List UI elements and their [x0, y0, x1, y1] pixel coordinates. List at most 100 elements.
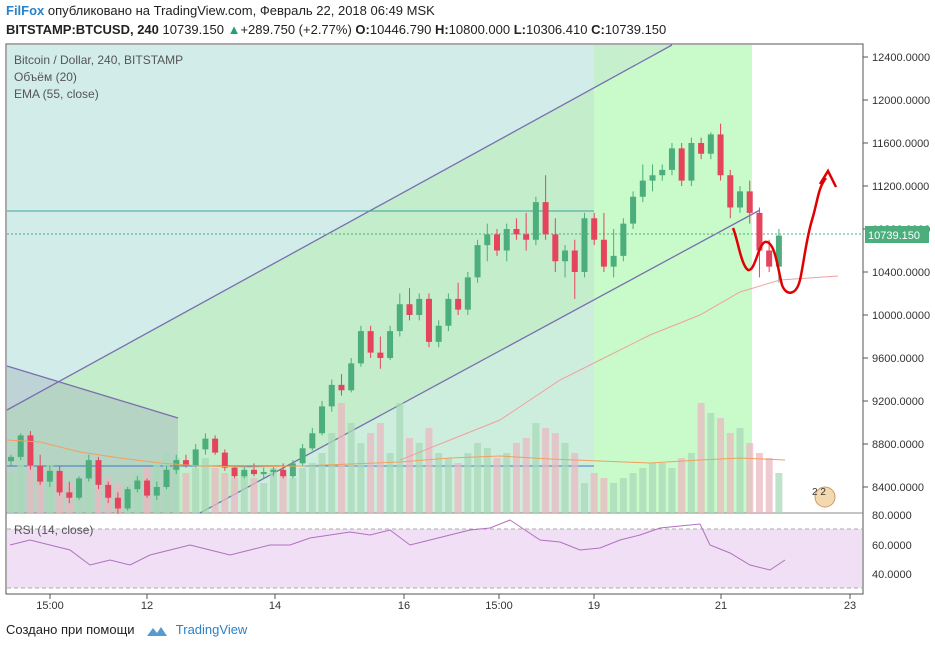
volume-bar [755, 453, 763, 513]
time-label: 15:00 [485, 600, 513, 612]
candle-body [494, 234, 500, 251]
volume-bar [328, 433, 336, 513]
ema-line [399, 275, 839, 461]
time-label: 14 [269, 600, 281, 612]
candle-body [76, 478, 83, 498]
candle-body [173, 460, 180, 470]
candle-body [552, 234, 559, 262]
time-label: 19 [588, 600, 600, 612]
author-brand[interactable]: FilFox [6, 3, 45, 18]
high-label: H: [434, 22, 449, 37]
candle-body [299, 448, 306, 464]
tradingview-link[interactable]: TradingView [175, 622, 248, 637]
candle-body [17, 435, 24, 457]
candle-body [124, 489, 131, 509]
volume-bar [289, 478, 297, 513]
candle-body [474, 245, 481, 278]
volume-bar [464, 453, 472, 513]
candle-body [581, 218, 588, 272]
created-with: Создано при помощи [6, 622, 135, 637]
candle-body [114, 497, 121, 509]
time-label: 16 [398, 600, 410, 612]
published-text: опубликовано на TradingView.com, Февраль… [47, 3, 435, 18]
volume-bar [133, 473, 141, 513]
time-label: 23 [844, 600, 856, 612]
volume-bar [658, 463, 666, 513]
time-label: 21 [715, 600, 727, 612]
candle-body [66, 492, 73, 498]
volume-ma-line [6, 439, 786, 468]
volume-bar [269, 468, 277, 513]
candle-body [484, 234, 491, 246]
arrow-head-icon [818, 168, 838, 188]
volume-bar [668, 468, 676, 513]
candle-body [766, 250, 773, 267]
volume-bar [707, 413, 715, 513]
volume-bar [357, 443, 365, 513]
open-value: 10446.790 [369, 22, 432, 37]
volume-bar [172, 458, 180, 513]
volume-bar [260, 483, 268, 513]
volume-bar [746, 443, 754, 513]
candle-body [406, 304, 413, 315]
volume-bar [444, 458, 452, 513]
volume-bar [649, 463, 657, 513]
candle-body [37, 465, 44, 482]
candle-body [280, 469, 287, 477]
volume-bar [678, 458, 686, 513]
candle-body [46, 470, 53, 482]
candle-body [756, 212, 763, 251]
candle-body [105, 484, 112, 498]
volume-bar [201, 458, 209, 513]
volume-bar [386, 453, 394, 513]
volume-bar [396, 403, 404, 513]
candle-body [144, 480, 151, 496]
candle-body [348, 363, 355, 391]
rsi-label: 60.0000 [872, 540, 912, 552]
candle-body [163, 469, 170, 487]
candle-body [134, 480, 141, 490]
volume-bar [337, 403, 345, 513]
volume-bar [347, 423, 355, 513]
volume-bar [406, 438, 414, 513]
volume-bar [299, 468, 307, 513]
volume-bar [46, 463, 54, 513]
tradingview-logo-icon[interactable] [146, 624, 168, 638]
volume-bar [561, 443, 569, 513]
rsi-line [9, 519, 786, 571]
channel-fill-green [7, 45, 672, 513]
candle-body [503, 229, 510, 251]
volume-bar [600, 478, 608, 513]
candle-body [241, 469, 248, 477]
symbol-label: BITSTAMP:BTCUSD, 240 [6, 22, 159, 37]
candle-body [387, 331, 394, 358]
rsi-label: 80.0000 [872, 510, 912, 522]
candle-body [688, 143, 695, 181]
candle-body [571, 250, 578, 272]
event-badge-icon[interactable] [814, 486, 836, 508]
close-value: 10739.150 [604, 22, 667, 37]
candle-body [698, 143, 705, 154]
candle-body [338, 384, 345, 391]
candle-body [396, 304, 403, 332]
candle-body [435, 325, 442, 342]
volume-bar [619, 478, 627, 513]
candle-body [513, 229, 520, 235]
volume-bar [36, 468, 44, 513]
legend-volume: Объём (20) [14, 70, 77, 84]
freehand-drawing [731, 177, 828, 294]
candle-body [182, 460, 189, 466]
volume-bar [610, 483, 618, 513]
candle-body [523, 234, 530, 240]
candle-body [630, 196, 637, 224]
rsi-band [7, 529, 862, 588]
candle-body [668, 148, 675, 170]
volume-bar [697, 403, 705, 513]
last-price: 10739.150 [162, 22, 224, 37]
legend-title: Bitcoin / Dollar, 240, BITSTAMP [14, 53, 184, 67]
volume-bar [503, 453, 511, 513]
current-price-tag [865, 226, 929, 243]
candle-body [85, 460, 92, 479]
volume-bar [425, 428, 433, 513]
